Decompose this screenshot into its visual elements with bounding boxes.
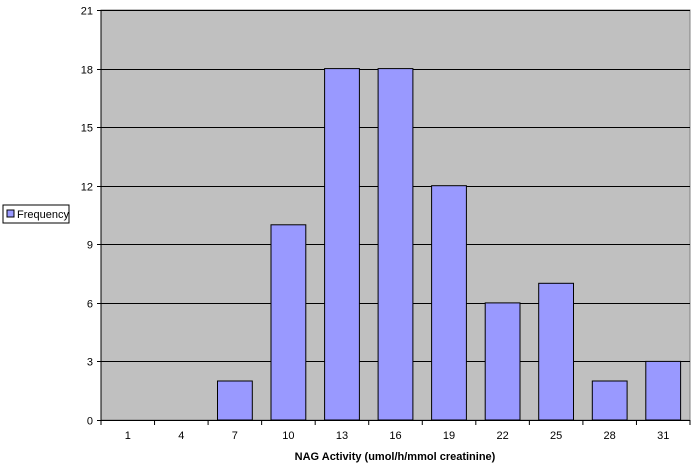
bar bbox=[484, 302, 521, 421]
legend-label: Frequency bbox=[17, 209, 69, 221]
bar bbox=[431, 185, 467, 421]
x-tick-label: 28 bbox=[604, 430, 616, 442]
x-axis: 1 4 7 10 13 16 19 22 25 28 31 bbox=[100, 420, 691, 442]
x-tick-label: 31 bbox=[657, 430, 669, 442]
bar bbox=[217, 380, 253, 421]
y-axis: 0 3 6 9 12 15 18 21 bbox=[81, 6, 102, 428]
y-tick-label: 21 bbox=[81, 6, 93, 18]
y-tick-label: 15 bbox=[81, 123, 93, 135]
x-tick-label: 19 bbox=[443, 430, 455, 442]
x-tick-label: 22 bbox=[496, 430, 508, 442]
x-tick-label: 7 bbox=[232, 430, 238, 442]
y-tick-label: 6 bbox=[87, 299, 93, 311]
bars bbox=[217, 68, 682, 421]
legend-swatch bbox=[6, 209, 15, 218]
x-tick-label: 25 bbox=[550, 430, 562, 442]
bar bbox=[591, 380, 628, 421]
x-tick-label: 1 bbox=[125, 430, 131, 442]
y-tick-label: 12 bbox=[81, 182, 93, 194]
y-tick-label: 9 bbox=[87, 240, 93, 252]
x-tick-label: 16 bbox=[389, 430, 401, 442]
bar bbox=[324, 68, 360, 421]
bar bbox=[270, 224, 307, 421]
x-tick-label: 10 bbox=[282, 430, 294, 442]
x-tick-label: 13 bbox=[336, 430, 348, 442]
x-tick-label: 4 bbox=[178, 430, 184, 442]
y-tick-label: 0 bbox=[87, 416, 93, 428]
x-axis-title: NAG Activity (umol/h/mmol creatinine) bbox=[295, 451, 496, 463]
y-tick-label: 3 bbox=[87, 357, 93, 369]
bar bbox=[645, 360, 682, 421]
bar bbox=[377, 68, 414, 421]
bar bbox=[538, 282, 575, 421]
legend: Frequency bbox=[2, 204, 70, 224]
legend-box bbox=[2, 204, 70, 224]
y-tick-label: 18 bbox=[81, 65, 93, 77]
